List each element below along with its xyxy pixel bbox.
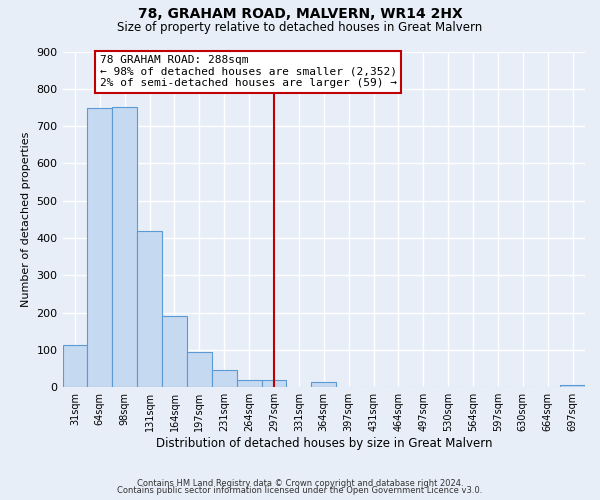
Text: Contains public sector information licensed under the Open Government Licence v3: Contains public sector information licen…	[118, 486, 482, 495]
Bar	[88, 108, 112, 387]
Bar	[212, 370, 236, 387]
Bar	[187, 352, 212, 387]
X-axis label: Distribution of detached houses by size in Great Malvern: Distribution of detached houses by size …	[155, 437, 492, 450]
Bar	[162, 316, 187, 387]
Text: 78, GRAHAM ROAD, MALVERN, WR14 2HX: 78, GRAHAM ROAD, MALVERN, WR14 2HX	[137, 8, 463, 22]
Bar	[311, 382, 336, 387]
Text: 78 GRAHAM ROAD: 288sqm
← 98% of detached houses are smaller (2,352)
2% of semi-d: 78 GRAHAM ROAD: 288sqm ← 98% of detached…	[100, 55, 397, 88]
Bar	[262, 380, 286, 387]
Y-axis label: Number of detached properties: Number of detached properties	[21, 132, 31, 307]
Text: Contains HM Land Registry data © Crown copyright and database right 2024.: Contains HM Land Registry data © Crown c…	[137, 478, 463, 488]
Bar	[62, 345, 88, 387]
Bar	[560, 386, 585, 387]
Bar	[236, 380, 262, 387]
Bar	[112, 108, 137, 387]
Text: Size of property relative to detached houses in Great Malvern: Size of property relative to detached ho…	[118, 22, 482, 35]
Bar	[137, 230, 162, 387]
